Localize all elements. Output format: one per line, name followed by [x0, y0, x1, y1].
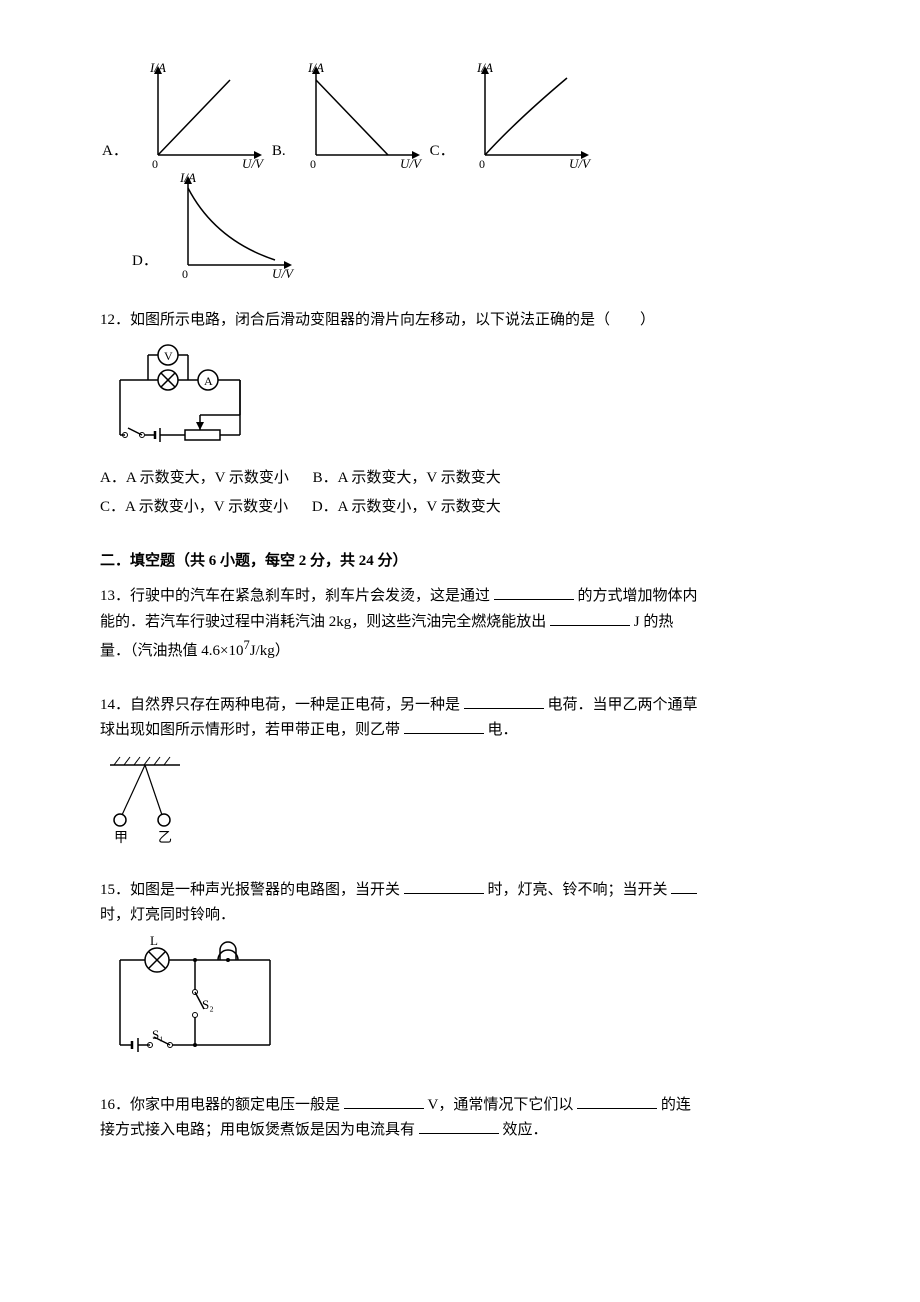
q11-opt-c: C．	[430, 139, 455, 165]
q15-p1b: 时，灯亮、铃不响；当开关	[488, 882, 668, 898]
q11-graphs: A． I/A 0 U/V B. I/A 0 U/V	[100, 60, 820, 280]
q11-graph-a: I/A 0 U/V	[130, 60, 270, 170]
q11-cell-d: D． I/A 0 U/V	[130, 170, 300, 280]
q15-label-S2: S₂	[202, 997, 214, 1012]
q16-p2b: 效应．	[503, 1122, 548, 1138]
q11-graph-d: I/A 0 U/V	[160, 170, 300, 280]
q11-opt-b: B.	[272, 139, 286, 165]
svg-text:V: V	[164, 349, 173, 363]
q15-p1a: 15．如图是一种声光报警器的电路图，当开关	[100, 882, 400, 898]
q14: 14．自然界只存在两种电荷，一种是正电荷，另一种是 电荷．当甲乙两个通草 球出现…	[100, 693, 820, 850]
q16-p1b: V，通常情况下它们以	[428, 1097, 574, 1113]
q14-p2a: 球出现如图所示情形时，若甲带正电，则乙带	[100, 722, 400, 738]
q13: 13．行驶中的汽车在紧急刹车时，刹车片会发烫，这是通过 的方式增加物体内 能的．…	[100, 584, 820, 665]
q11-opt-d: D．	[132, 249, 158, 275]
q11-row2: D． I/A 0 U/V	[100, 170, 820, 280]
q16: 16．你家中用电器的额定电压一般是 V，通常情况下它们以 的连 接方式接入电路；…	[100, 1093, 820, 1144]
q14-blank2	[404, 718, 484, 734]
q12-opt-a: A．A 示数变大，V 示数变小	[100, 466, 289, 492]
q12-stem: 12．如图所示电路，闭合后滑动变阻器的滑片向左移动，以下说法正确的是（ ）	[100, 308, 820, 334]
q13-p3b: J/kg）	[250, 643, 290, 659]
q14-figure: 甲 乙	[100, 750, 820, 850]
svg-text:A: A	[204, 374, 213, 388]
q11-row1: A． I/A 0 U/V B. I/A 0 U/V	[100, 60, 820, 170]
q15-label-L: L	[150, 935, 158, 948]
q14-p2b: 电．	[488, 722, 518, 738]
q15-figure: L S₁ S	[100, 935, 820, 1065]
q15-label-S1: S₁	[152, 1027, 164, 1042]
q11-graph-c: I/A 0 U/V	[457, 60, 597, 170]
q12-options-2: C．A 示数变小，V 示数变小 D．A 示数变小，V 示数变大	[100, 495, 820, 521]
q16-p1c: 的连	[661, 1097, 691, 1113]
q11-cell-c: C． I/A 0 U/V	[428, 60, 597, 170]
q16-p2a: 接方式接入电路；用电饭煲煮饭是因为电流具有	[100, 1122, 415, 1138]
svg-text:U/V: U/V	[272, 266, 295, 280]
svg-text:U/V: U/V	[569, 156, 592, 170]
section2-header: 二．填空题（共 6 小题，每空 2 分，共 24 分）	[100, 549, 820, 575]
q11-graph-b: I/A 0 U/V	[288, 60, 428, 170]
q14-blank1	[464, 693, 544, 709]
q13-p3: 量．（汽油热值 4.6×10	[100, 643, 243, 659]
q12-opt-d: D．A 示数变小，V 示数变大	[312, 495, 501, 521]
q13-p1a: 13．行驶中的汽车在紧急刹车时，刹车片会发烫，这是通过	[100, 588, 490, 604]
q15: 15．如图是一种声光报警器的电路图，当开关 时，灯亮、铃不响；当开关 时，灯亮同…	[100, 878, 820, 1065]
q15-blank2	[671, 878, 697, 894]
svg-text:U/V: U/V	[400, 156, 423, 170]
q12-options-1: A．A 示数变大，V 示数变小 B．A 示数变大，V 示数变大	[100, 466, 820, 492]
svg-text:0: 0	[310, 157, 316, 170]
axis-x-label: U/V	[242, 156, 265, 170]
q16-blank1	[344, 1093, 424, 1109]
q12: 12．如图所示电路，闭合后滑动变阻器的滑片向左移动，以下说法正确的是（ ） V …	[100, 308, 820, 521]
q13-p1b: 的方式增加物体内	[578, 588, 698, 604]
q11-cell-a: A． I/A 0 U/V	[100, 60, 270, 170]
q13-p2a: 能的．若汽车行驶过程中消耗汽油 2kg，则这些汽油完全燃烧能放出	[100, 614, 546, 630]
q14-p1b: 电荷．当甲乙两个通草	[548, 697, 698, 713]
svg-text:0: 0	[152, 157, 158, 170]
q14-p1a: 14．自然界只存在两种电荷，一种是正电荷，另一种是	[100, 697, 460, 713]
q14-label-left: 甲	[114, 831, 128, 846]
svg-text:0: 0	[182, 267, 188, 280]
q15-blank1	[404, 878, 484, 894]
q13-blank1	[494, 584, 574, 600]
q15-p2: 时，灯亮同时铃响．	[100, 907, 235, 923]
q14-label-right: 乙	[158, 830, 172, 846]
q12-figure: V A	[100, 340, 820, 460]
q13-p2b: J 的热	[634, 614, 674, 630]
q12-opt-c: C．A 示数变小，V 示数变小	[100, 495, 288, 521]
q11-opt-a: A．	[102, 139, 128, 165]
q16-blank2	[577, 1093, 657, 1109]
q13-blank2	[550, 610, 630, 626]
q11-cell-b: B. I/A 0 U/V	[270, 60, 428, 170]
q16-p1a: 16．你家中用电器的额定电压一般是	[100, 1097, 340, 1113]
svg-text:0: 0	[479, 157, 485, 170]
q12-opt-b: B．A 示数变大，V 示数变大	[313, 466, 501, 492]
q16-blank3	[419, 1118, 499, 1134]
